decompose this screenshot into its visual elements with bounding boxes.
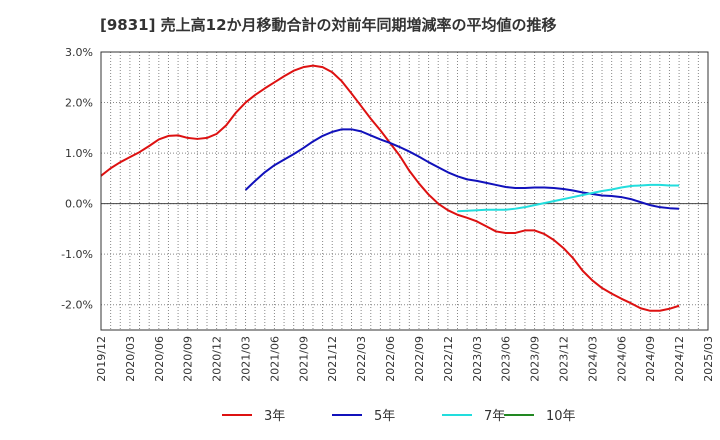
x-tick-label: 2023/03 xyxy=(471,336,484,382)
x-tick-label: 2023/06 xyxy=(500,336,513,382)
plot-border xyxy=(100,51,709,331)
x-tick-label: 2024/03 xyxy=(586,336,599,382)
x-tick-label: 2022/12 xyxy=(442,336,455,382)
x-tick-label: 2024/06 xyxy=(615,336,628,382)
x-tick-label: 2022/06 xyxy=(384,336,397,382)
legend-label-0: 3年 xyxy=(264,409,285,424)
x-tick-label: 2022/09 xyxy=(413,336,426,382)
x-tick-label: 2019/12 xyxy=(95,336,108,382)
x-tick-label: 2024/09 xyxy=(644,336,657,382)
x-tick-label: 2020/06 xyxy=(153,336,166,382)
y-tick-label: -2.0% xyxy=(61,299,93,312)
x-tick-label: 2020/03 xyxy=(124,336,137,382)
x-tick-label: 2023/09 xyxy=(529,336,542,382)
legend-label-2: 7年 xyxy=(484,409,505,424)
x-tick-label: 2020/12 xyxy=(211,336,224,382)
legend-label-3: 10年 xyxy=(546,409,576,424)
plot-background xyxy=(101,52,708,330)
y-tick-label: 0.0% xyxy=(65,198,93,211)
axis-layer: 3.0% 2.0% 1.0% 0.0% -1.0% -2.0% 2019/12 2020/03… xyxy=(61,46,715,382)
x-tick-label: 2021/12 xyxy=(326,336,339,382)
y-tick-label: -1.0% xyxy=(61,248,93,261)
series-layer xyxy=(100,64,680,312)
x-tick-label: 2023/12 xyxy=(557,336,570,382)
series-line-1 xyxy=(244,128,680,210)
y-tick-label: 1.0% xyxy=(65,147,93,160)
x-tick-label: 2024/12 xyxy=(673,336,686,382)
legend-label-1: 5年 xyxy=(374,409,395,424)
chart-title: [9831] 売上高12か月移動合計の対前年同期増減率の平均値の推移 xyxy=(100,16,557,34)
y-tick-label: 2.0% xyxy=(65,97,93,110)
x-tick-label: 2021/09 xyxy=(297,336,310,382)
x-tick-label: 2025/03 xyxy=(702,336,715,382)
y-tick-label: 3.0% xyxy=(65,46,93,59)
x-tick-label: 2020/09 xyxy=(182,336,195,382)
x-tick-label: 2021/03 xyxy=(240,336,253,382)
legend: 3年 5年 7年 10年 xyxy=(222,409,576,424)
x-tick-label: 2022/03 xyxy=(355,336,368,382)
x-tick-label: 2021/06 xyxy=(268,336,281,382)
series-line-2 xyxy=(457,183,680,213)
